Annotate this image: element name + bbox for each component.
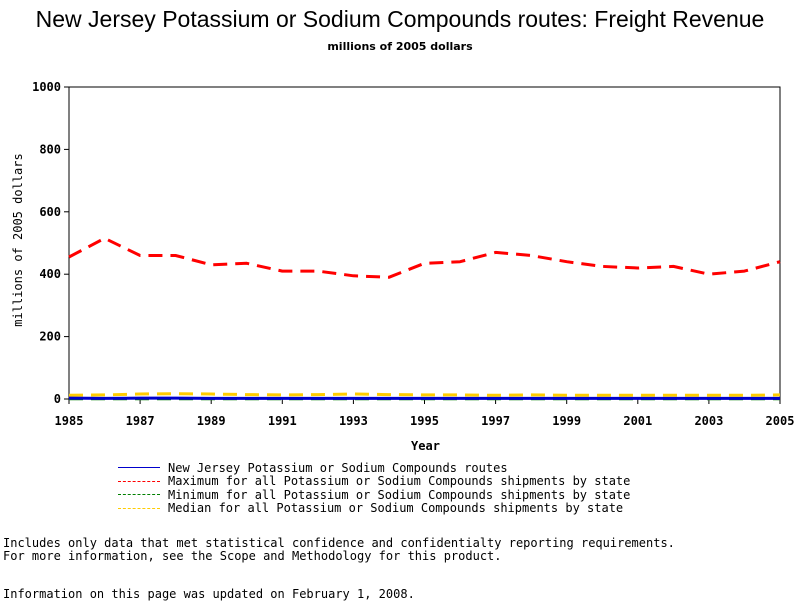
legend-item-new-jersey-routes: New Jersey Potassium or Sodium Compounds… [118, 461, 630, 475]
legend-item-maximum: Maximum for all Potassium or Sodium Comp… [118, 475, 630, 489]
legend-swatch [118, 508, 160, 509]
legend-item-median: Median for all Potassium or Sodium Compo… [118, 502, 630, 516]
series-line-maximum [69, 238, 780, 277]
y-tick-label: 800 [39, 142, 61, 156]
y-tick-label: 0 [54, 392, 61, 406]
y-tick-label: 600 [39, 205, 61, 219]
x-tick-label: 2001 [623, 414, 652, 428]
legend-label: Maximum for all Potassium or Sodium Comp… [168, 474, 630, 488]
x-tick-label: 1993 [339, 414, 368, 428]
legend-item-minimum: Minimum for all Potassium or Sodium Comp… [118, 488, 630, 502]
x-tick-label: 1999 [552, 414, 581, 428]
x-tick-label: 1989 [197, 414, 226, 428]
x-tick-label: 1995 [410, 414, 439, 428]
x-axis-label: Year [411, 439, 440, 453]
x-tick-label: 1997 [481, 414, 510, 428]
legend-swatch [118, 467, 160, 468]
y-tick-label: 1000 [32, 80, 61, 94]
legend-swatch [118, 481, 160, 482]
y-tick-label: 400 [39, 267, 61, 281]
legend-swatch [118, 494, 160, 495]
plot-frame [69, 87, 780, 399]
line-chart: 0 200 400 600 800 1000 1985 1987 1989 1991 1993 199… [0, 0, 800, 460]
legend-label: Minimum for all Potassium or Sodium Comp… [168, 488, 630, 502]
legend: New Jersey Potassium or Sodium Compounds… [118, 461, 630, 515]
y-axis-label: millions of 2005 dollars [11, 153, 25, 326]
legend-label: New Jersey Potassium or Sodium Compounds… [168, 461, 508, 475]
series-line-median [69, 394, 780, 396]
x-tick-label: 1985 [55, 414, 84, 428]
legend-label: Median for all Potassium or Sodium Compo… [168, 501, 623, 515]
y-tick-label: 200 [39, 330, 61, 344]
footnote-methodology: For more information, see the Scope and … [3, 549, 502, 563]
x-tick-label: 1991 [268, 414, 297, 428]
x-tick-label: 2003 [694, 414, 723, 428]
x-tick-label: 1987 [126, 414, 155, 428]
x-tick-label: 2005 [766, 414, 795, 428]
footnote-updated: Information on this page was updated on … [3, 587, 415, 601]
footnote-confidence: Includes only data that met statistical … [3, 536, 675, 550]
